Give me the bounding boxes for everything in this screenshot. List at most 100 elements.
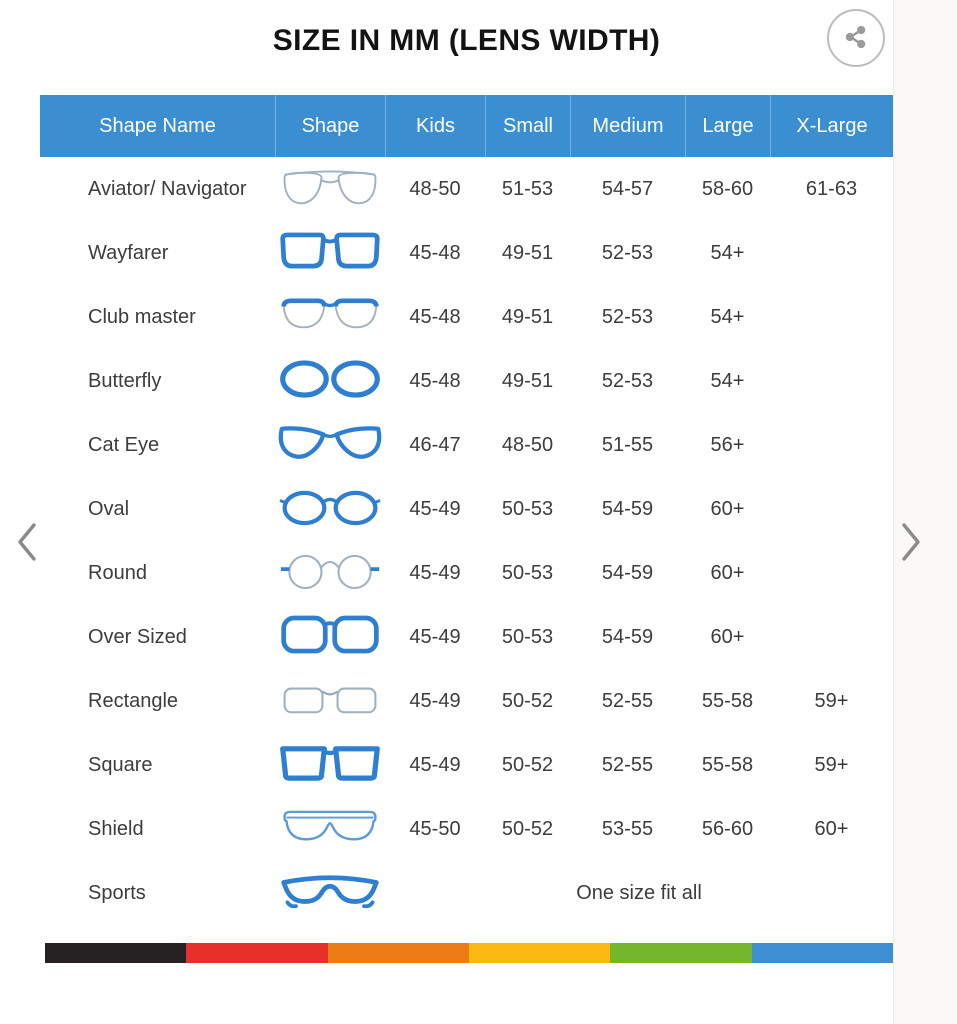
size-value: 54-59 bbox=[601, 497, 654, 520]
size-value: 45-49 bbox=[409, 689, 461, 712]
shape-icon-cell bbox=[275, 356, 385, 407]
size-value: 54-59 bbox=[601, 625, 654, 648]
size-value: 52-53 bbox=[601, 305, 654, 328]
shape-icon-cell bbox=[275, 420, 385, 471]
shape-name-label: Over Sized bbox=[88, 625, 187, 648]
table-row: Cat Eye 46-47 48-50 51-55 56+ bbox=[40, 413, 893, 477]
carousel-next-button[interactable] bbox=[896, 520, 926, 566]
size-value: 60+ bbox=[814, 817, 849, 840]
size-value: 60+ bbox=[710, 561, 745, 584]
size-value: 56+ bbox=[710, 433, 745, 456]
size-value: 59+ bbox=[814, 753, 849, 776]
table-row: Butterfly 45-48 49-51 52-53 54+ bbox=[40, 349, 893, 413]
size-value: 61-63 bbox=[805, 177, 858, 200]
shape-name-label: Butterfly bbox=[88, 369, 162, 392]
size-value: 52-55 bbox=[601, 753, 654, 776]
table-row: Aviator/ Navigator 48-50 51-53 54-57 58-60 61… bbox=[40, 157, 893, 221]
butterfly-glasses-icon bbox=[278, 356, 382, 407]
cateye-glasses-icon bbox=[278, 420, 382, 471]
shape-icon-cell bbox=[275, 676, 385, 727]
shape-icon-cell bbox=[275, 228, 385, 279]
table-row: Sports One size fit all bbox=[40, 861, 893, 925]
size-value: 60+ bbox=[710, 625, 745, 648]
size-value: 53-55 bbox=[601, 817, 654, 840]
table-row: Club master 45-48 49-51 52-53 54+ bbox=[40, 285, 893, 349]
shape-name-label: Rectangle bbox=[88, 689, 179, 712]
share-button[interactable] bbox=[827, 9, 885, 67]
share-icon bbox=[841, 22, 871, 55]
size-value: 55-58 bbox=[701, 753, 754, 776]
size-value: 45-48 bbox=[409, 241, 461, 264]
column-header-large: Large bbox=[685, 95, 770, 157]
stripe-segment bbox=[751, 943, 893, 963]
column-header-shape-name: Shape Name bbox=[99, 114, 216, 137]
chevron-left-icon bbox=[14, 521, 40, 566]
size-value: 51-53 bbox=[501, 177, 554, 200]
shape-icon-cell bbox=[275, 804, 385, 855]
size-value: 50-53 bbox=[501, 561, 554, 584]
size-value: 54+ bbox=[710, 241, 745, 264]
size-value: 54+ bbox=[710, 369, 745, 392]
rectangle-glasses-icon bbox=[278, 676, 382, 727]
size-value: 45-50 bbox=[409, 817, 461, 840]
size-value: 45-49 bbox=[409, 497, 461, 520]
shape-name-label: Club master bbox=[88, 305, 196, 328]
shape-icon-cell bbox=[275, 484, 385, 535]
shape-icon-cell bbox=[275, 164, 385, 215]
size-value: 50-53 bbox=[501, 625, 554, 648]
size-value: 58-60 bbox=[701, 177, 754, 200]
size-value: 49-51 bbox=[501, 369, 554, 392]
shape-icon-cell bbox=[275, 292, 385, 343]
table-row: Rectangle 45-49 50-52 52-55 55-58 59+ bbox=[40, 669, 893, 733]
round-glasses-icon bbox=[278, 548, 382, 599]
size-value: 52-53 bbox=[601, 241, 654, 264]
column-header-small: Small bbox=[485, 95, 570, 157]
shape-name-label: Round bbox=[88, 561, 147, 584]
size-value: 45-49 bbox=[409, 753, 461, 776]
size-value: 51-55 bbox=[601, 433, 654, 456]
size-value: 52-53 bbox=[601, 369, 654, 392]
column-header-x-large: X-Large bbox=[770, 95, 893, 157]
one-size-label: One size fit all bbox=[576, 881, 702, 904]
size-value: 45-48 bbox=[409, 369, 461, 392]
table-row: Shield 45-50 50-52 53-55 56-60 60+ bbox=[40, 797, 893, 861]
table-row: Wayfarer 45-48 49-51 52-53 54+ bbox=[40, 221, 893, 285]
table-header-row: Shape Name Shape Kids Small Medium Large X-Lar… bbox=[40, 95, 893, 157]
size-value: 45-49 bbox=[409, 561, 461, 584]
size-value: 48-50 bbox=[501, 433, 554, 456]
chevron-right-icon bbox=[898, 521, 924, 566]
size-value: 50-52 bbox=[501, 753, 554, 776]
table-row: Oval 45-49 50-53 54-59 60+ bbox=[40, 477, 893, 541]
shape-name-label: Cat Eye bbox=[88, 433, 160, 456]
brand-color-stripe bbox=[45, 943, 893, 963]
table-row: Over Sized 45-49 50-53 54-59 60+ bbox=[40, 605, 893, 669]
column-header-kids: Kids bbox=[385, 95, 485, 157]
aviator-glasses-icon bbox=[278, 164, 382, 215]
column-header-medium: Medium bbox=[570, 95, 685, 157]
size-value: 50-52 bbox=[501, 817, 554, 840]
size-value: 50-52 bbox=[501, 689, 554, 712]
wayfarer-glasses-icon bbox=[278, 228, 382, 279]
stripe-segment bbox=[468, 943, 611, 963]
shape-name-label: Sports bbox=[88, 881, 146, 904]
carousel-prev-button[interactable] bbox=[12, 520, 42, 566]
size-value: 45-48 bbox=[409, 305, 461, 328]
shape-icon-cell bbox=[275, 740, 385, 791]
oversized-glasses-icon bbox=[278, 612, 382, 663]
size-value: 54-57 bbox=[601, 177, 654, 200]
shape-icon-cell bbox=[275, 548, 385, 599]
stripe-segment bbox=[45, 943, 187, 963]
right-gutter bbox=[893, 0, 957, 1024]
size-value: 54-59 bbox=[601, 561, 654, 584]
oval-glasses-icon bbox=[278, 484, 382, 535]
size-value: 45-49 bbox=[409, 625, 461, 648]
stripe-segment bbox=[610, 943, 752, 963]
size-value: 49-51 bbox=[501, 241, 554, 264]
size-value: 49-51 bbox=[501, 305, 554, 328]
page-title: SIZE IN MM (LENS WIDTH) bbox=[272, 24, 661, 57]
size-value: 54+ bbox=[710, 305, 745, 328]
size-value: 46-47 bbox=[409, 433, 461, 456]
table-body: Aviator/ Navigator 48-50 51-53 54-57 58-60 61… bbox=[40, 157, 893, 925]
size-value: 55-58 bbox=[701, 689, 754, 712]
size-value: 56-60 bbox=[701, 817, 754, 840]
